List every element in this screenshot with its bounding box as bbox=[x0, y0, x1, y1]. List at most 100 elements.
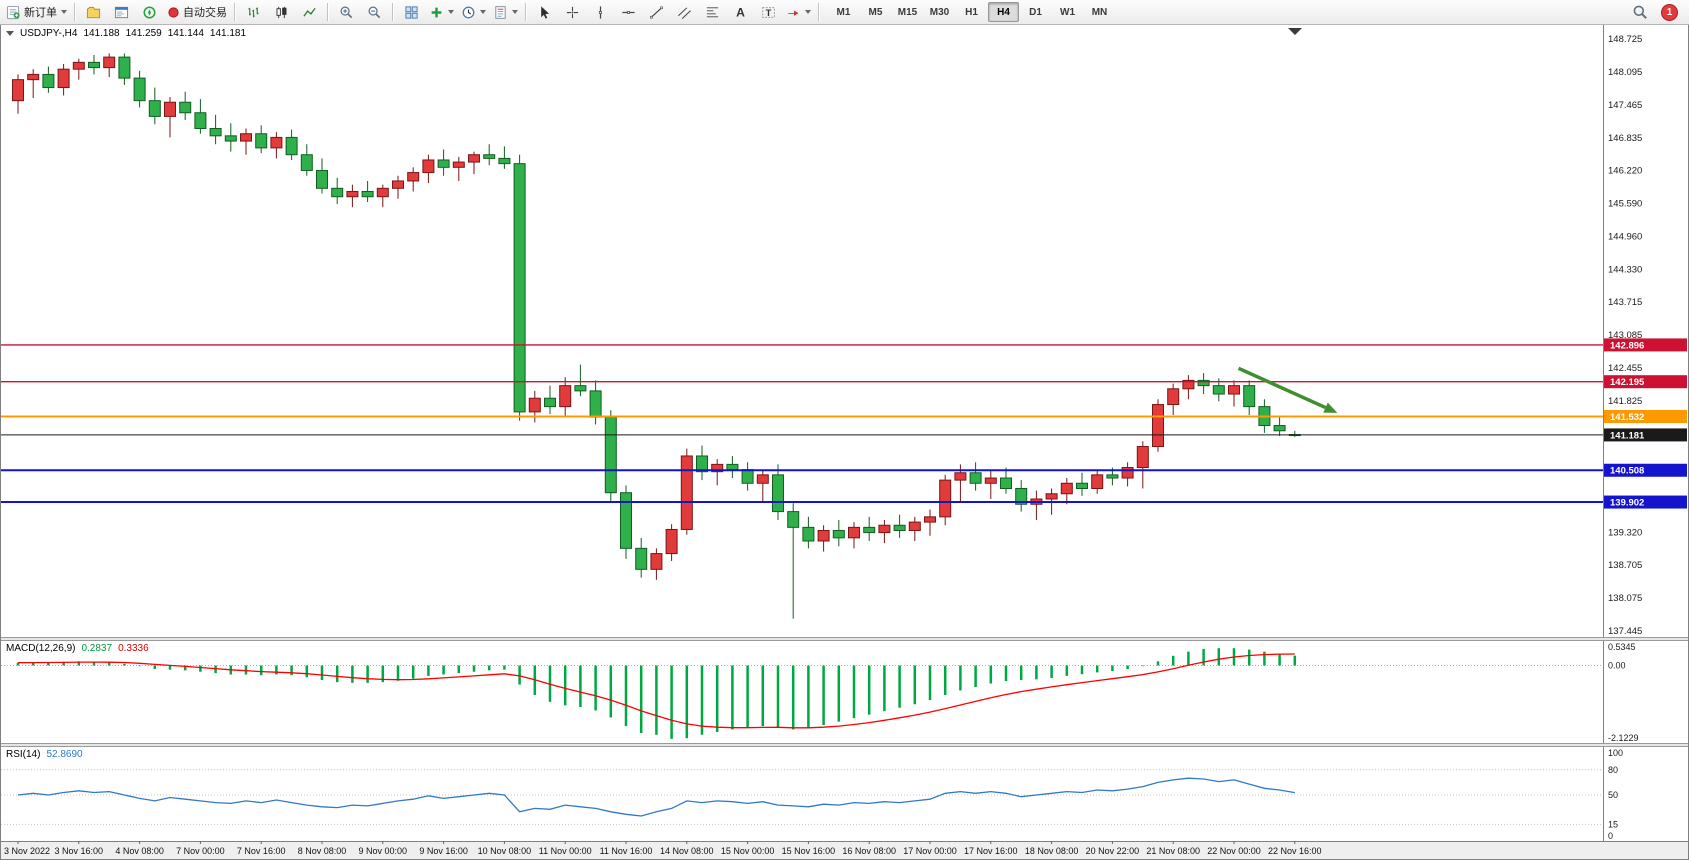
svg-text:141.181: 141.181 bbox=[1610, 430, 1645, 441]
vertical-line-icon bbox=[593, 5, 608, 20]
svg-text:80: 80 bbox=[1608, 765, 1618, 775]
trend-arrow-annotation[interactable] bbox=[1237, 366, 1338, 413]
toolbar-separator bbox=[234, 3, 236, 21]
candle-body bbox=[1197, 379, 1210, 387]
horizontal-line[interactable]: 141.532 bbox=[1, 410, 1687, 424]
candle-body bbox=[331, 187, 344, 198]
market-watch-button[interactable] bbox=[108, 1, 135, 23]
channel-tool-button[interactable] bbox=[671, 1, 698, 23]
indicators-button[interactable] bbox=[426, 1, 457, 23]
candle-body bbox=[604, 416, 617, 494]
svg-text:139.320: 139.320 bbox=[1608, 528, 1642, 539]
zoom-in-button[interactable] bbox=[333, 1, 360, 23]
text-icon: A bbox=[733, 5, 748, 20]
new-order-button[interactable]: 新订单 bbox=[3, 1, 70, 23]
candle-body bbox=[1167, 388, 1180, 406]
macd-title: MACD(12,26,9) bbox=[6, 643, 76, 654]
toolbar-separator bbox=[327, 3, 329, 21]
horizontal-line[interactable]: 139.902 bbox=[1, 495, 1687, 509]
panel-splitter[interactable] bbox=[1, 637, 1688, 641]
svg-text:141.825: 141.825 bbox=[1608, 396, 1642, 407]
svg-text:15: 15 bbox=[1608, 819, 1618, 829]
svg-text:A: A bbox=[736, 5, 745, 19]
arrows-tool-button[interactable] bbox=[783, 1, 814, 23]
search-icon bbox=[1632, 4, 1648, 20]
chart-profiles-button[interactable] bbox=[80, 1, 107, 23]
candle-body bbox=[209, 127, 222, 137]
svg-text:7 Nov 00:00: 7 Nov 00:00 bbox=[176, 846, 225, 856]
timeframe-button-m15[interactable]: M15 bbox=[897, 6, 918, 18]
crosshair-tool-button[interactable] bbox=[559, 1, 586, 23]
toolbar-separator bbox=[392, 3, 394, 21]
svg-text:17 Nov 16:00: 17 Nov 16:00 bbox=[964, 846, 1018, 856]
svg-text:0.00: 0.00 bbox=[1608, 661, 1626, 671]
tile-windows-button[interactable] bbox=[398, 1, 425, 23]
chart-symbol-period: USDJPY-,H4 bbox=[20, 28, 78, 39]
candle-body bbox=[802, 526, 815, 542]
timeframe-button-m30[interactable]: M30 bbox=[929, 6, 950, 18]
candlesticks bbox=[12, 53, 1301, 619]
svg-text:142.896: 142.896 bbox=[1610, 340, 1644, 351]
candle-body bbox=[1091, 474, 1104, 490]
candle-body bbox=[407, 172, 420, 182]
svg-text:148.725: 148.725 bbox=[1608, 34, 1642, 45]
bid-price-line: 141.181 bbox=[1, 428, 1687, 442]
chart-canvas[interactable]: 148.725 148.095 147.465 146.835 146.220 145.5… bbox=[1, 25, 1688, 859]
time-axis[interactable]: 3 Nov 2022 3 Nov 16:00 4 Nov 08:00 7 Nov 00… bbox=[1, 841, 1688, 859]
vertical-line-tool-button[interactable] bbox=[587, 1, 614, 23]
horizontal-line[interactable]: 140.508 bbox=[1, 463, 1687, 477]
timeframe-button-h4[interactable]: H4 bbox=[988, 2, 1019, 22]
timeframe-button-w1[interactable]: W1 bbox=[1060, 6, 1075, 18]
timeframe-button-mn[interactable]: MN bbox=[1091, 6, 1108, 18]
templates-button[interactable] bbox=[490, 1, 521, 23]
panel-splitter[interactable] bbox=[1, 743, 1688, 747]
candle-body bbox=[1212, 385, 1225, 395]
candle-body bbox=[422, 159, 435, 174]
price-tag bbox=[1604, 410, 1687, 424]
notification-badge[interactable]: 1 bbox=[1661, 3, 1678, 21]
timeframe-button-m5[interactable]: M5 bbox=[868, 6, 883, 18]
svg-text:142.455: 142.455 bbox=[1608, 363, 1642, 374]
candle-body bbox=[72, 61, 85, 70]
periods-button[interactable] bbox=[458, 1, 489, 23]
autotrading-button[interactable]: 自动交易 bbox=[164, 1, 230, 23]
fibonacci-tool-button[interactable] bbox=[699, 1, 726, 23]
main-toolbar: 新订单 自动交易 A T M1 M5 M15 M30 H1 H4 D1 W1 MN 1 bbox=[0, 0, 1689, 25]
cursor-icon bbox=[537, 5, 552, 20]
svg-text:-2.1229: -2.1229 bbox=[1608, 733, 1639, 743]
candle-body bbox=[817, 529, 830, 542]
text-label-tool-button[interactable]: T bbox=[755, 1, 782, 23]
chart-shift-marker[interactable] bbox=[1288, 28, 1302, 35]
candle-body bbox=[133, 77, 146, 102]
timeframe-button-d1[interactable]: D1 bbox=[1029, 6, 1042, 18]
text-tool-button[interactable]: A bbox=[727, 1, 754, 23]
price-tag bbox=[1604, 463, 1687, 477]
bar-chart-button[interactable] bbox=[240, 1, 267, 23]
toolbar-separator bbox=[74, 3, 76, 21]
candlestick-chart-button[interactable] bbox=[268, 1, 295, 23]
candle-body bbox=[376, 187, 389, 198]
trendline-tool-button[interactable] bbox=[643, 1, 670, 23]
price-tag bbox=[1604, 495, 1687, 509]
candle-body bbox=[939, 479, 952, 518]
timeframe-button-h1[interactable]: H1 bbox=[965, 6, 978, 18]
candle-body bbox=[741, 469, 754, 484]
candle-body bbox=[194, 112, 207, 129]
candle-body bbox=[42, 73, 55, 89]
line-chart-button[interactable] bbox=[296, 1, 323, 23]
search-button[interactable] bbox=[1626, 1, 1653, 23]
horizontal-line[interactable]: 142.195 bbox=[1, 375, 1687, 389]
candle-body bbox=[863, 526, 876, 534]
svg-text:16 Nov 08:00: 16 Nov 08:00 bbox=[842, 846, 896, 856]
horizontal-line[interactable]: 142.896 bbox=[1, 338, 1687, 352]
navigator-button[interactable] bbox=[136, 1, 163, 23]
candle-body bbox=[1060, 482, 1073, 495]
one-click-trading-toggle[interactable] bbox=[6, 31, 14, 36]
candle-body bbox=[255, 133, 268, 149]
zoom-out-button[interactable] bbox=[361, 1, 388, 23]
horizontal-line-tool-button[interactable] bbox=[615, 1, 642, 23]
candle-body bbox=[452, 161, 465, 168]
cursor-tool-button[interactable] bbox=[531, 1, 558, 23]
timeframe-button-m1[interactable]: M1 bbox=[836, 6, 851, 18]
candle-body bbox=[118, 56, 131, 79]
